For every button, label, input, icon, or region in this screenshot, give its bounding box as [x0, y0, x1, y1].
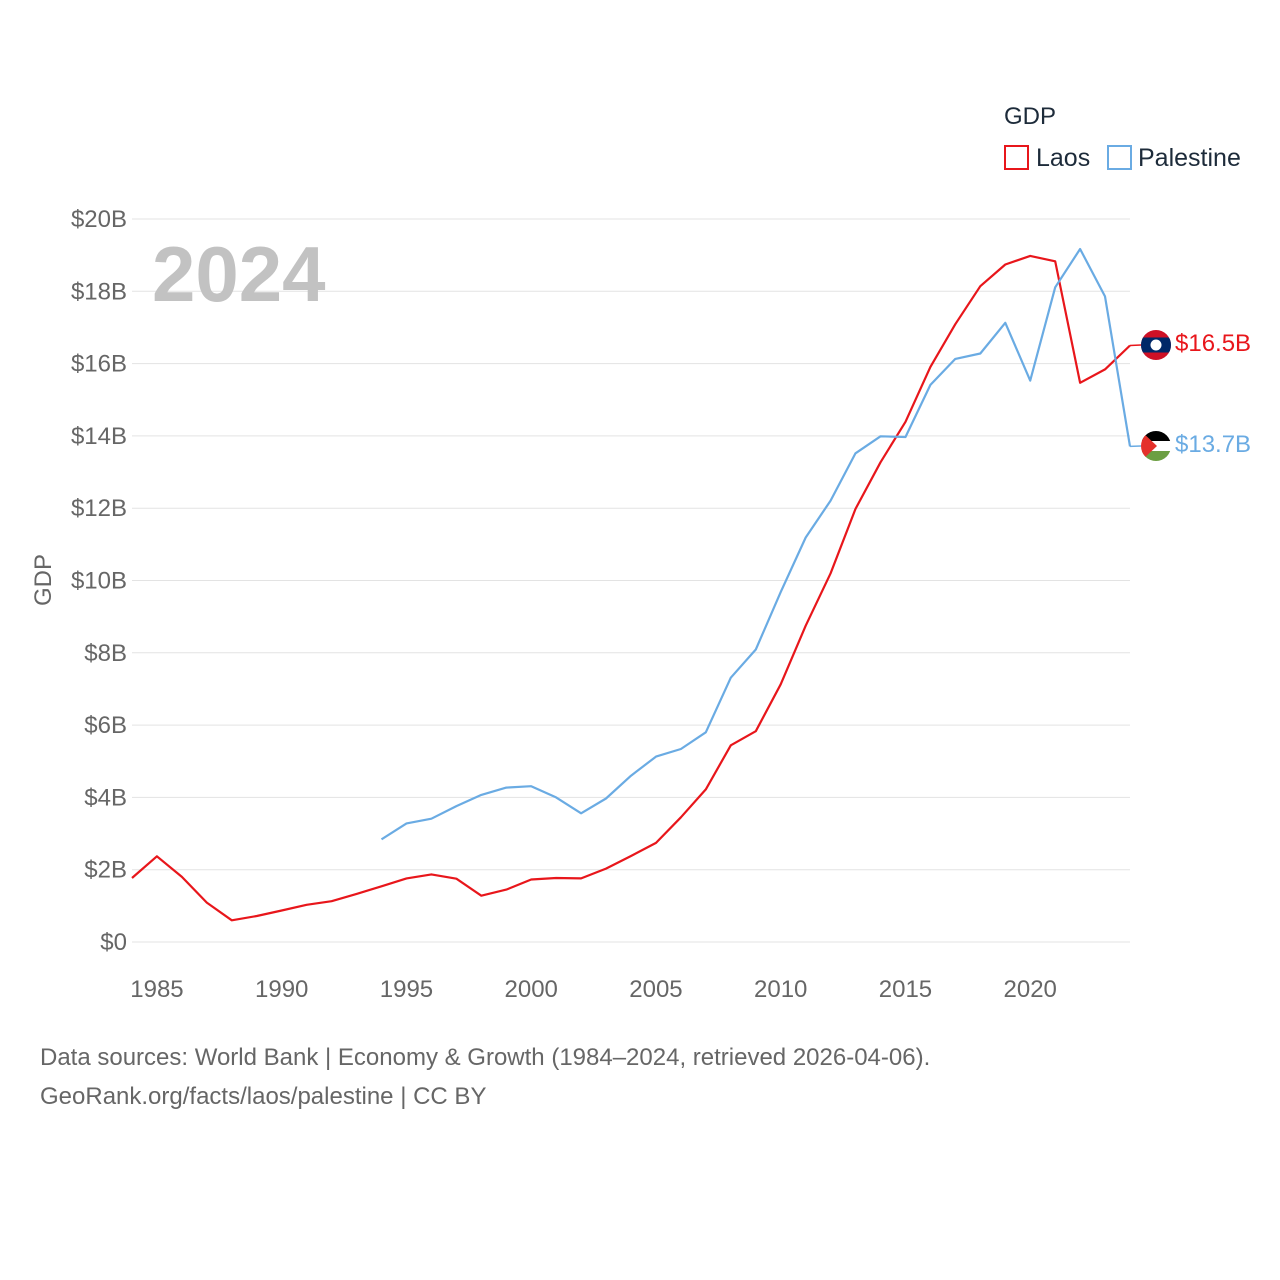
y-tick-label: $4B [84, 784, 127, 811]
x-tick-label: 2015 [879, 976, 932, 1003]
legend-label-laos: Laos [1036, 144, 1090, 172]
legend-title: GDP [1004, 103, 1056, 130]
x-tick-label: 2005 [629, 976, 682, 1003]
x-axis-ticks: 1985 1990 1995 2000 2005 2010 2015 2020 [130, 976, 1057, 1003]
palestine-flag-icon [1141, 431, 1171, 461]
laos-flag-icon [1141, 330, 1171, 360]
legend-label-palestine: Palestine [1138, 144, 1241, 172]
x-tick-label: 2020 [1004, 976, 1057, 1003]
y-axis-label: GDP [30, 554, 57, 606]
x-tick-label: 1990 [255, 976, 308, 1003]
x-tick-label: 2000 [505, 976, 558, 1003]
end-connector-laos [1129, 344, 1142, 347]
y-tick-label: $12B [71, 495, 127, 522]
x-tick-label: 2010 [754, 976, 807, 1003]
y-tick-label: $16B [71, 351, 127, 378]
series-end-markers [1129, 344, 1142, 448]
series-lines [131, 247, 1132, 922]
series-line-laos [131, 254, 1131, 922]
y-tick-label: $18B [71, 278, 127, 305]
x-tick-label: 1985 [130, 976, 183, 1003]
y-tick-label: $10B [71, 568, 127, 595]
legend: GDP Laos Palestine [1004, 103, 1241, 172]
y-axis-ticks: $0 $2B $4B $6B $8B $10B $12B $14B $16B $18B $20B [71, 206, 127, 956]
palestine-end-value-label: $13.7B [1175, 431, 1251, 458]
series-line-palestine [380, 247, 1132, 841]
footer-attribution: GeoRank.org/facts/laos/palestine | CC BY [40, 1083, 487, 1110]
y-tick-label: $6B [84, 712, 127, 739]
y-tick-label: $8B [84, 640, 127, 667]
laos-end-value-label: $16.5B [1175, 330, 1251, 357]
y-tick-label: $14B [71, 423, 127, 450]
y-tick-label: $2B [84, 857, 127, 884]
y-tick-label: $0 [100, 929, 127, 956]
grid-lines [132, 218, 1130, 943]
y-tick-label: $20B [71, 206, 127, 233]
footer-sources: Data sources: World Bank | Economy & Gro… [40, 1044, 931, 1071]
x-tick-label: 1995 [380, 976, 433, 1003]
legend-swatch-palestine [1107, 145, 1132, 170]
year-watermark: 2024 [152, 230, 326, 318]
legend-swatch-laos [1004, 145, 1029, 170]
